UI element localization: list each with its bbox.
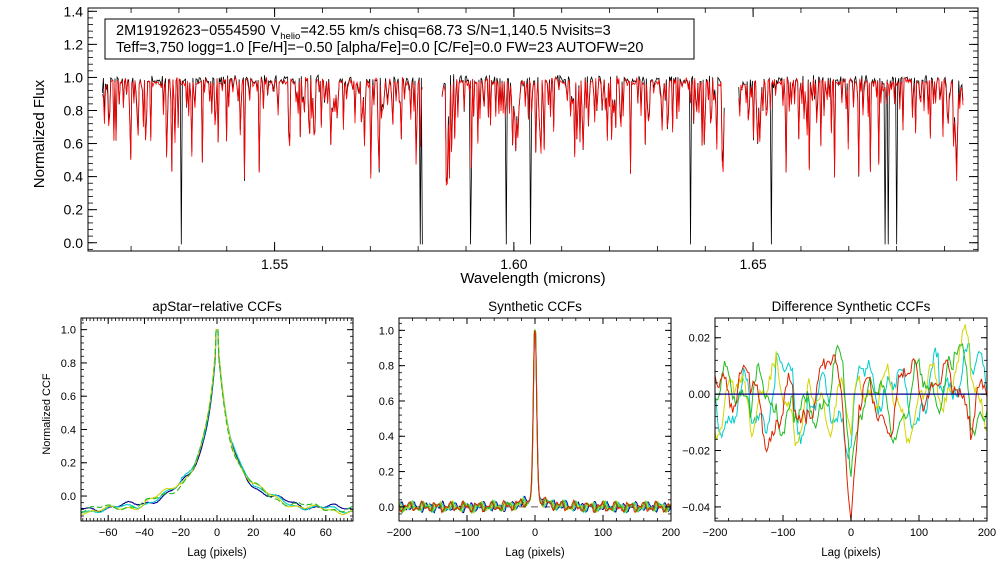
diff-ccf-panel: −200 −100 0 100 200 −0.04 −0.02 0.00 0.02 Differ… [682, 299, 996, 559]
x-tick-label: 100 [594, 527, 612, 539]
diff-ccf-x-label: Lag (pixels) [821, 547, 881, 559]
x-tick-label: 1.55 [261, 256, 288, 272]
annotation-line-1-rest: =42.55 km/s chisq=68.73 S/N=1,140.5 Nvis… [300, 23, 610, 39]
model-spectrum-line [441, 76, 725, 186]
y-tick-label: 0.8 [61, 358, 76, 370]
x-tick-label: 0 [848, 527, 854, 539]
diff-ccf-title: Difference Synthetic CCFs [772, 299, 931, 314]
y-tick-label: 1.4 [64, 3, 84, 19]
y-tick-label: 0.6 [64, 136, 84, 152]
x-tick-label: 1.60 [500, 256, 527, 272]
y-tick-label: 0.0 [64, 235, 84, 251]
spectrum-lines [101, 73, 964, 245]
synthetic-ccf-panel: −200 −100 0 100 200 0.0 0.2 0.4 0.6 0.8 1.0 Synthe… [379, 299, 680, 559]
synthetic-ccf-series-group [398, 328, 672, 514]
annotation-star-id: 2M19192623−0554590 [116, 23, 266, 39]
y-tick-label: 0.2 [379, 467, 394, 479]
x-tick-label: −100 [455, 527, 480, 539]
y-tick-label: 1.0 [61, 325, 76, 337]
spectrum-x-label: Wavelength (microns) [460, 270, 605, 287]
y-tick-label: 0.4 [61, 424, 76, 436]
y-tick-label: 0.2 [64, 202, 84, 218]
x-tick-label: 200 [978, 527, 996, 539]
spectrum-y-label: Normalized Flux [31, 79, 48, 188]
diff-ccf-series-group [715, 324, 987, 521]
annotation-line-1: 2M19192623−0554590 Vhelio=42.55 km/s chis… [116, 23, 611, 42]
y-tick-label: 0.6 [61, 391, 76, 403]
y-tick-label: 0.02 [689, 333, 710, 345]
y-tick-label: 0.2 [61, 458, 76, 470]
x-tick-label: 100 [910, 527, 928, 539]
y-tick-label: 0.8 [379, 361, 394, 373]
x-tick-label: −100 [771, 527, 796, 539]
diff-ccf-line-3 [715, 343, 987, 477]
x-tick-label: 0 [532, 527, 538, 539]
annotation-box [104, 18, 695, 60]
annotation-v-subscript: helio [280, 31, 300, 42]
x-tick-label: −60 [99, 527, 118, 539]
x-tick-label: 1.65 [739, 256, 766, 272]
spectrum-ticks: 1.55 1.60 1.65 0.0 0.2 0.4 0.6 0.8 1.0 1.2 1.4 [64, 3, 978, 272]
synthetic-ccf-x-label: Lag (pixels) [505, 547, 565, 559]
apstar-ccf-title: apStar−relative CCFs [152, 299, 282, 314]
diff-ccf-ticks: −200 −100 0 100 200 −0.04 −0.02 0.00 0.02 [682, 318, 996, 539]
y-tick-label: −0.04 [682, 502, 710, 514]
x-tick-label: −200 [703, 527, 728, 539]
model-spectrum-line [738, 77, 964, 181]
apstar-ccf-y-label: Normalized CCF [41, 373, 53, 455]
y-tick-label: 0.4 [64, 169, 84, 185]
x-tick-label: 20 [247, 527, 259, 539]
x-tick-label: 200 [662, 527, 680, 539]
y-tick-label: 0.6 [379, 396, 394, 408]
apstar-ccf-x-label: Lag (pixels) [187, 547, 247, 559]
x-tick-label: 60 [320, 527, 332, 539]
annotation-v-prefix: V [271, 23, 281, 39]
x-tick-label: 0 [214, 527, 220, 539]
x-tick-label: −40 [135, 527, 154, 539]
apstar-ccf-panel: −60 −40 −20 0 20 40 60 0.0 0.2 0.4 0.6 0.8 1.0 apSta… [41, 299, 354, 559]
synthetic-ccf-line-5 [398, 330, 672, 514]
y-tick-label: 1.2 [64, 36, 84, 52]
diff-ccf-line-1 [715, 342, 987, 460]
spectrum-panel: 1.55 1.60 1.65 0.0 0.2 0.4 0.6 0.8 1.0 1.2 1.4 2M1… [31, 3, 979, 287]
diff-ccf-line-2 [715, 324, 987, 447]
y-tick-label: 1.0 [379, 325, 394, 337]
y-tick-label: −0.02 [682, 445, 710, 457]
apstar-ccf-series-group [80, 329, 354, 516]
x-tick-label: 40 [283, 527, 295, 539]
synthetic-ccf-title: Synthetic CCFs [488, 299, 582, 314]
y-tick-label: 0.0 [61, 491, 76, 503]
model-spectrum-line [101, 76, 423, 179]
y-tick-label: 0.0 [379, 502, 394, 514]
y-tick-label: 0.00 [689, 389, 710, 401]
y-tick-label: 0.4 [379, 431, 394, 443]
annotation-line-2: Teff=3,750 logg=1.0 [Fe/H]=−0.50 [alpha/… [116, 40, 643, 56]
synthetic-ccf-ticks: −200 −100 0 100 200 0.0 0.2 0.4 0.6 0.8 1.0 [379, 318, 680, 539]
spectrum-annotation: 2M19192623−0554590 Vhelio=42.55 km/s chis… [104, 18, 695, 60]
apstar-ccf-ticks: −60 −40 −20 0 20 40 60 0.0 0.2 0.4 0.6 0.8 1.0 [61, 318, 353, 539]
spectrum-plot-frame [87, 7, 979, 252]
spectrum-series-group [101, 73, 964, 245]
x-tick-label: −200 [387, 527, 412, 539]
y-tick-label: 0.8 [64, 103, 84, 119]
apstar-ccf-line-4 [80, 329, 354, 514]
y-tick-label: 1.0 [64, 69, 84, 85]
x-tick-label: −20 [171, 527, 190, 539]
